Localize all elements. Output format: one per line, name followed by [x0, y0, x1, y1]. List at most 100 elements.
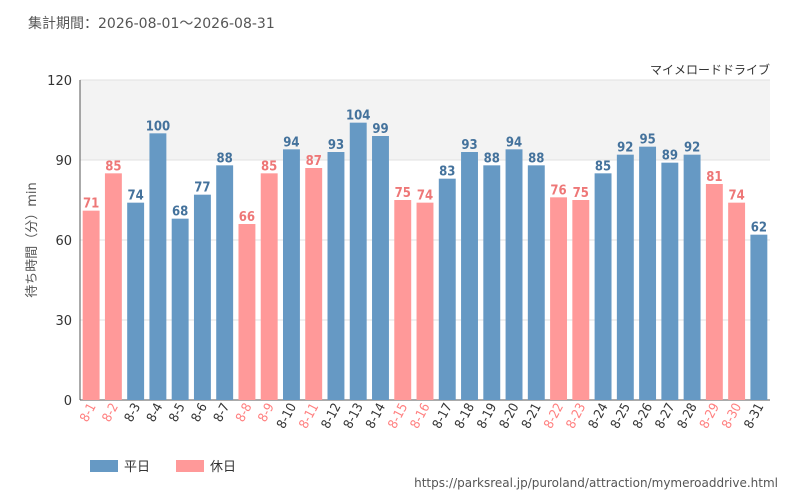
bar	[572, 200, 590, 400]
data-label: 94	[283, 135, 299, 150]
y-tick-label: 90	[55, 154, 72, 169]
plot-area: 0 30 60 90 120 71 8-1 85 8-2 74 8-3 100 8-4 68 8-5 77 8-…	[47, 74, 770, 431]
period-label: 集計期間：2026-08-01～2026-08-31	[28, 15, 275, 32]
x-tick-label: 8-11	[297, 401, 323, 431]
data-label: 83	[439, 165, 455, 180]
bar	[238, 224, 256, 400]
x-tick-label: 8-13	[341, 401, 367, 431]
x-tick-label: 8-6	[189, 401, 211, 425]
y-tick-label: 0	[64, 394, 72, 409]
attraction-name: マイメロードドライブ	[650, 62, 770, 77]
data-label: 87	[306, 154, 322, 169]
bar	[416, 202, 434, 400]
data-label: 89	[662, 149, 678, 164]
x-tick-label: 8-19	[475, 401, 501, 431]
y-tick-label: 30	[55, 314, 72, 329]
data-label: 99	[372, 122, 388, 137]
x-tick-label: 8-28	[675, 401, 701, 431]
x-tick-label: 8-20	[497, 401, 523, 431]
data-label: 76	[550, 183, 566, 198]
data-label: 85	[261, 159, 277, 174]
bar	[438, 178, 456, 400]
bar	[639, 146, 657, 400]
x-tick-label: 8-27	[653, 401, 679, 431]
data-label: 68	[172, 205, 188, 220]
data-label: 92	[617, 141, 633, 156]
bar	[594, 173, 612, 400]
x-tick-label: 8-9	[256, 401, 278, 425]
y-axis-label: 待ち時間（分）min	[25, 182, 40, 298]
data-label: 81	[706, 170, 722, 185]
bar	[661, 162, 679, 400]
x-tick-label: 8-24	[586, 401, 612, 431]
bar	[616, 154, 634, 400]
data-label: 75	[395, 186, 411, 201]
data-label: 92	[684, 141, 700, 156]
data-label: 77	[194, 181, 210, 196]
x-tick-label: 8-10	[274, 401, 300, 431]
y-tick-label: 120	[47, 74, 72, 89]
x-tick-label: 8-12	[319, 401, 345, 431]
y-tick-label: 60	[55, 234, 72, 249]
bar	[82, 210, 100, 400]
bar	[349, 122, 367, 401]
data-label: 74	[128, 189, 144, 204]
bar	[104, 173, 122, 400]
x-tick-label: 8-23	[564, 401, 590, 431]
bar	[461, 152, 478, 400]
x-tick-label: 8-18	[452, 401, 478, 431]
data-label: 71	[83, 197, 99, 212]
bar	[683, 154, 701, 400]
bar	[705, 184, 723, 400]
data-label: 104	[346, 109, 370, 124]
data-label: 100	[146, 119, 170, 134]
data-label: 74	[728, 189, 744, 204]
x-tick-label: 8-30	[719, 401, 745, 431]
x-tick-label: 8-15	[386, 401, 412, 431]
x-tick-label: 8-7	[211, 401, 233, 425]
bar	[149, 133, 167, 401]
x-tick-label: 8-25	[608, 401, 634, 431]
bar	[260, 173, 278, 400]
data-label: 62	[751, 221, 767, 236]
data-label: 88	[484, 151, 500, 166]
data-label: 75	[573, 186, 589, 201]
x-tick-label: 8-29	[697, 401, 723, 431]
data-label: 93	[461, 138, 477, 153]
x-tick-label: 8-14	[363, 401, 389, 431]
bar	[527, 165, 545, 400]
bar	[193, 194, 211, 400]
legend-swatch-weekday	[90, 460, 118, 472]
x-tick-label: 8-26	[630, 401, 656, 431]
x-tick-label: 8-22	[541, 401, 567, 431]
x-tick-label: 8-31	[742, 401, 768, 431]
data-label: 93	[328, 138, 344, 153]
bar	[282, 149, 300, 400]
data-label: 95	[639, 133, 655, 148]
bar	[372, 136, 389, 400]
legend-swatch-holiday	[176, 460, 204, 472]
x-tick-label: 8-8	[233, 401, 255, 425]
legend: 平日 休日	[90, 460, 236, 475]
x-tick-label: 8-17	[430, 401, 456, 431]
x-tick-label: 8-4	[144, 401, 166, 425]
bar	[394, 200, 412, 400]
data-label: 85	[105, 159, 121, 174]
data-label: 94	[506, 135, 522, 150]
bar	[550, 197, 568, 400]
x-tick-label: 8-21	[519, 401, 545, 431]
bar	[327, 152, 345, 400]
bar	[505, 149, 523, 400]
bar	[305, 168, 323, 400]
bar	[216, 165, 234, 400]
bar	[127, 202, 145, 400]
data-label: 66	[239, 210, 255, 225]
legend-label-holiday: 休日	[210, 460, 236, 475]
x-tick-label: 8-16	[408, 401, 434, 431]
bar	[750, 234, 768, 400]
x-tick-label: 8-1	[77, 401, 99, 425]
data-label: 74	[417, 189, 433, 204]
data-label: 88	[528, 151, 544, 166]
data-label: 88	[217, 151, 233, 166]
